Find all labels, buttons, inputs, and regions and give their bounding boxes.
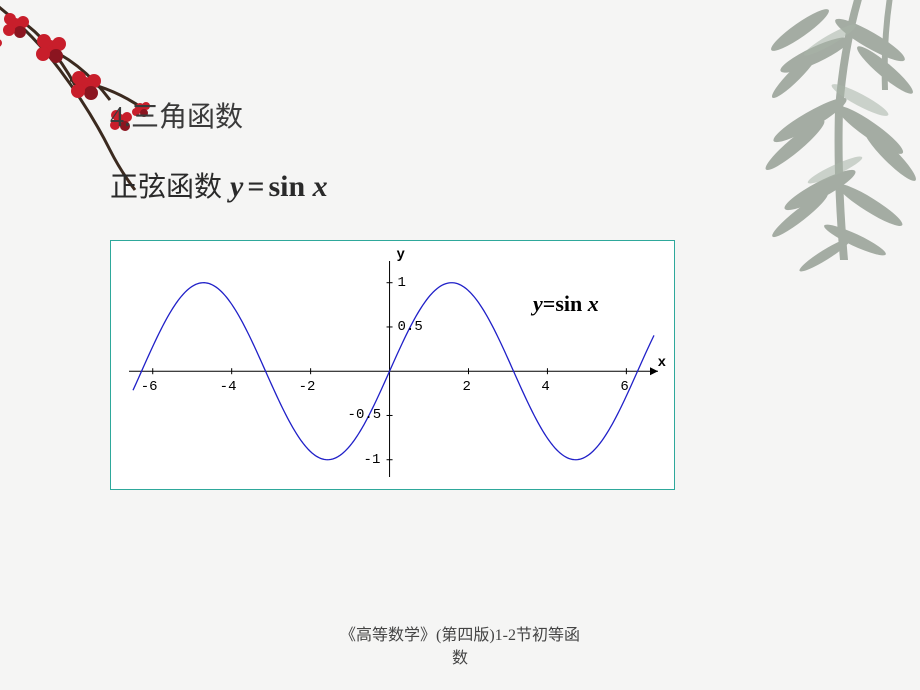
x-tick-label: -4 <box>220 379 237 395</box>
x-tick-label: 6 <box>620 379 628 395</box>
y-tick-label: -0.5 <box>348 407 382 423</box>
x-axis-label: x <box>658 355 666 371</box>
x-tick-label: -2 <box>299 379 316 395</box>
y-tick-label: -1 <box>364 452 381 468</box>
y-tick-label: 0.5 <box>398 319 423 335</box>
function-name-label: 正弦函数 <box>110 165 222 205</box>
footer-line-1: 《高等数学》(第四版)1-2节初等函 <box>0 625 920 647</box>
slide-content: 4.三角函数 正弦函数 y=sin x y x y=sin x -6 -4 -2 2 4… <box>0 0 920 490</box>
x-tick-label: 4 <box>541 379 549 395</box>
x-tick-label: -6 <box>141 379 158 395</box>
sine-formula: y=sin x <box>230 170 328 204</box>
y-tick-label: 1 <box>398 275 406 291</box>
footer-line-2: 数 <box>0 648 920 670</box>
function-name-row: 正弦函数 y=sin x <box>110 165 920 205</box>
section-heading: 4.三角函数 <box>110 95 920 135</box>
in-chart-formula: y=sin x <box>533 291 599 317</box>
y-axis-label: y <box>397 247 405 263</box>
x-tick-label: 2 <box>462 379 470 395</box>
slide-footer: 《高等数学》(第四版)1-2节初等函 数 <box>0 625 920 670</box>
sine-chart: y x y=sin x -6 -4 -2 2 4 6 -1 -0.5 0.5 1 <box>110 240 675 490</box>
